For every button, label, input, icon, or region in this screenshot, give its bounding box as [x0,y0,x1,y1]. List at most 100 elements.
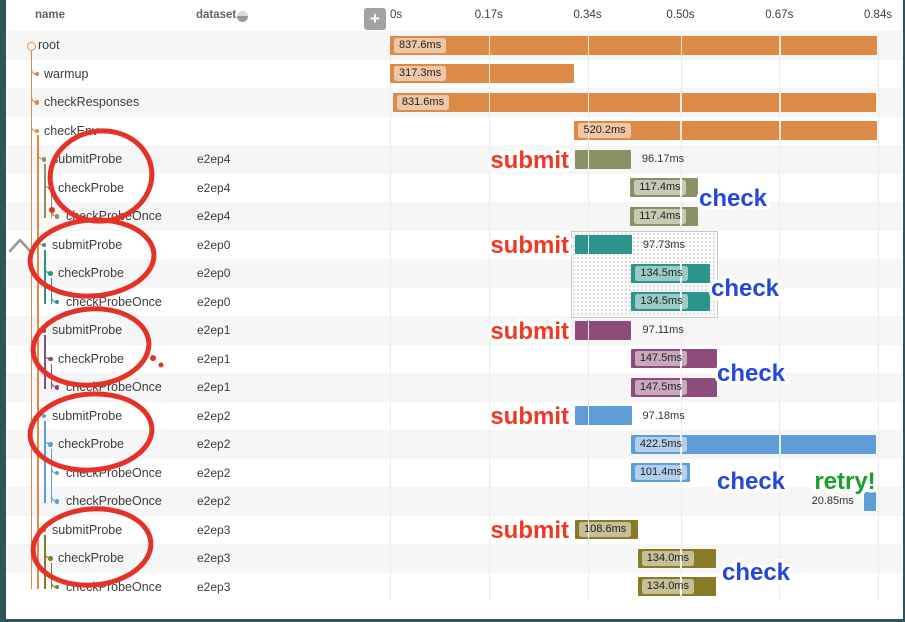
span-bar[interactable]: 317.3ms [390,64,575,84]
span-bar[interactable]: 117.4ms [630,178,699,198]
span-name: submitProbe [52,152,123,167]
trace-row[interactable]: checkProbeOnce e2ep4 117.4ms [0,202,905,231]
trace-row[interactable]: checkProbe e2ep2 422.5ms [0,430,905,459]
trace-row[interactable]: checkResponses 831.6ms [0,88,905,117]
duration-chip: 108.6ms [579,522,632,538]
span-bar[interactable]: 101.4ms [630,463,690,483]
span-bar[interactable]: 147.5ms [630,349,717,369]
trace-row[interactable]: submitProbe e2ep1 97.11ms [0,316,905,345]
span-dataset: e2ep1 [197,323,231,338]
duration-label: 97.18ms [642,409,685,422]
trace-row[interactable]: checkProbeOnce e2ep2 101.4ms [0,459,905,488]
span-dataset: e2ep0 [197,294,231,309]
trace-row[interactable]: checkProbeOnce e2ep3 134.0ms [0,573,905,602]
duration-chip: 317.3ms [394,66,447,82]
duration-chip: 422.5ms [634,436,688,452]
tree-node-dot [34,71,40,77]
tree-node-dot [41,328,47,333]
span-name: warmup [44,66,89,81]
tree-node-dot [48,356,53,362]
span-name: submitProbe [52,522,123,537]
span-bar[interactable]: 520.2ms [574,121,877,141]
span-dataset: e2ep4 [197,209,231,224]
span-bar[interactable]: 422.5ms [630,434,877,454]
span-dataset: e2ep2 [197,437,231,452]
tree-node-dot [34,128,40,134]
trace-row[interactable]: checkProbeOnce e2ep2 20.85ms [0,487,905,516]
trace-row[interactable]: checkProbeOnce e2ep0 134.5ms [0,288,905,317]
duration-chip: 147.5ms [634,351,688,367]
trace-row[interactable]: checkEnv 520.2ms [0,117,905,146]
span-bar[interactable] [863,491,876,511]
trace-row[interactable]: checkProbe e2ep3 134.0ms [0,544,905,573]
span-name: submitProbe [52,323,123,338]
window-border-right [903,0,905,622]
span-dataset: e2ep3 [197,579,231,594]
tick-label: 0.84s [863,9,893,21]
span-name: root [38,38,60,53]
duration-chip: 520.2ms [578,123,631,139]
tree-node-dot [48,556,53,561]
duration-label: 20.85ms [811,495,854,508]
span-name: checkProbeOnce [66,494,162,509]
tree-node-dot [48,442,53,447]
trace-row[interactable]: root 837.6ms [0,31,905,60]
span-dataset: e2ep2 [197,494,231,509]
duration-label: 97.73ms [642,238,686,251]
span-name: checkProbe [58,551,125,566]
span-bar[interactable]: 147.5ms [630,377,717,397]
collapse-chevron-icon[interactable] [7,235,33,255]
trace-row[interactable]: submitProbe e2ep3 108.6ms [0,516,905,545]
duration-chip: 117.4ms [634,208,686,224]
span-dataset: e2ep4 [197,180,231,195]
tick-label: 0.50s [666,9,695,21]
trace-row[interactable]: warmup 317.3ms [0,60,905,89]
span-bar[interactable] [575,320,632,340]
dataset-column-header[interactable]: dataset [196,9,237,21]
window-border-bottom [0,619,905,622]
trace-row[interactable]: submitProbe e2ep4 96.17ms [0,145,905,174]
span-bar[interactable]: 134.0ms [637,577,716,597]
trace-row[interactable]: checkProbe e2ep4 117.4ms [0,174,905,203]
trace-row[interactable]: submitProbe e2ep2 97.18ms [0,402,905,431]
span-dataset: e2ep2 [197,465,231,480]
span-bar[interactable] [575,235,632,255]
span-bar[interactable]: 134.5ms [631,263,710,283]
duration-label: 97.11ms [642,324,684,337]
tree-node-dot [54,385,60,390]
trace-row[interactable]: checkProbe e2ep0 134.5ms [0,259,905,288]
span-name: checkProbeOnce [66,209,162,224]
span-name: checkProbe [58,437,125,452]
duration-chip: 134.5ms [635,265,688,281]
span-name: checkProbeOnce [66,465,162,480]
span-name: checkProbeOnce [66,380,162,395]
span-dataset: e2ep0 [197,266,231,281]
span-bar[interactable]: 117.4ms [630,206,699,226]
span-bar[interactable]: 134.5ms [631,292,710,312]
span-dataset: e2ep2 [197,408,231,423]
table-header: name dataset + 0s 0.17s 0.34s 0.50s 0.67s 0.8… [0,0,905,31]
duration-chip: 837.6ms [394,37,447,53]
duration-chip: 147.5ms [634,379,688,395]
tree-node-dot [54,499,60,504]
tree-node-dot [41,157,47,162]
span-bar[interactable]: 108.6ms [575,520,639,540]
trace-row[interactable]: checkProbe e2ep1 147.5ms [0,345,905,374]
span-name: submitProbe [52,237,123,252]
span-bar[interactable] [575,149,631,169]
duration-chip: 134.5ms [635,294,688,310]
span-name: checkEnv [44,123,99,138]
trace-row[interactable]: submitProbe e2ep0 97.73ms [0,231,905,260]
span-name: submitProbe [52,408,123,423]
trace-row[interactable]: checkProbeOnce e2ep1 147.5ms [0,373,905,402]
span-bar[interactable]: 134.0ms [637,548,716,568]
window-border-left [0,0,6,622]
timeline-zoom-in-button[interactable]: + [364,8,386,30]
span-dataset: e2ep3 [197,551,231,566]
span-dataset: e2ep1 [197,351,231,366]
span-bar[interactable]: 837.6ms [390,35,877,55]
sort-icon[interactable] [237,11,248,22]
span-bar[interactable]: 831.6ms [392,92,877,112]
span-bar[interactable] [575,406,632,426]
